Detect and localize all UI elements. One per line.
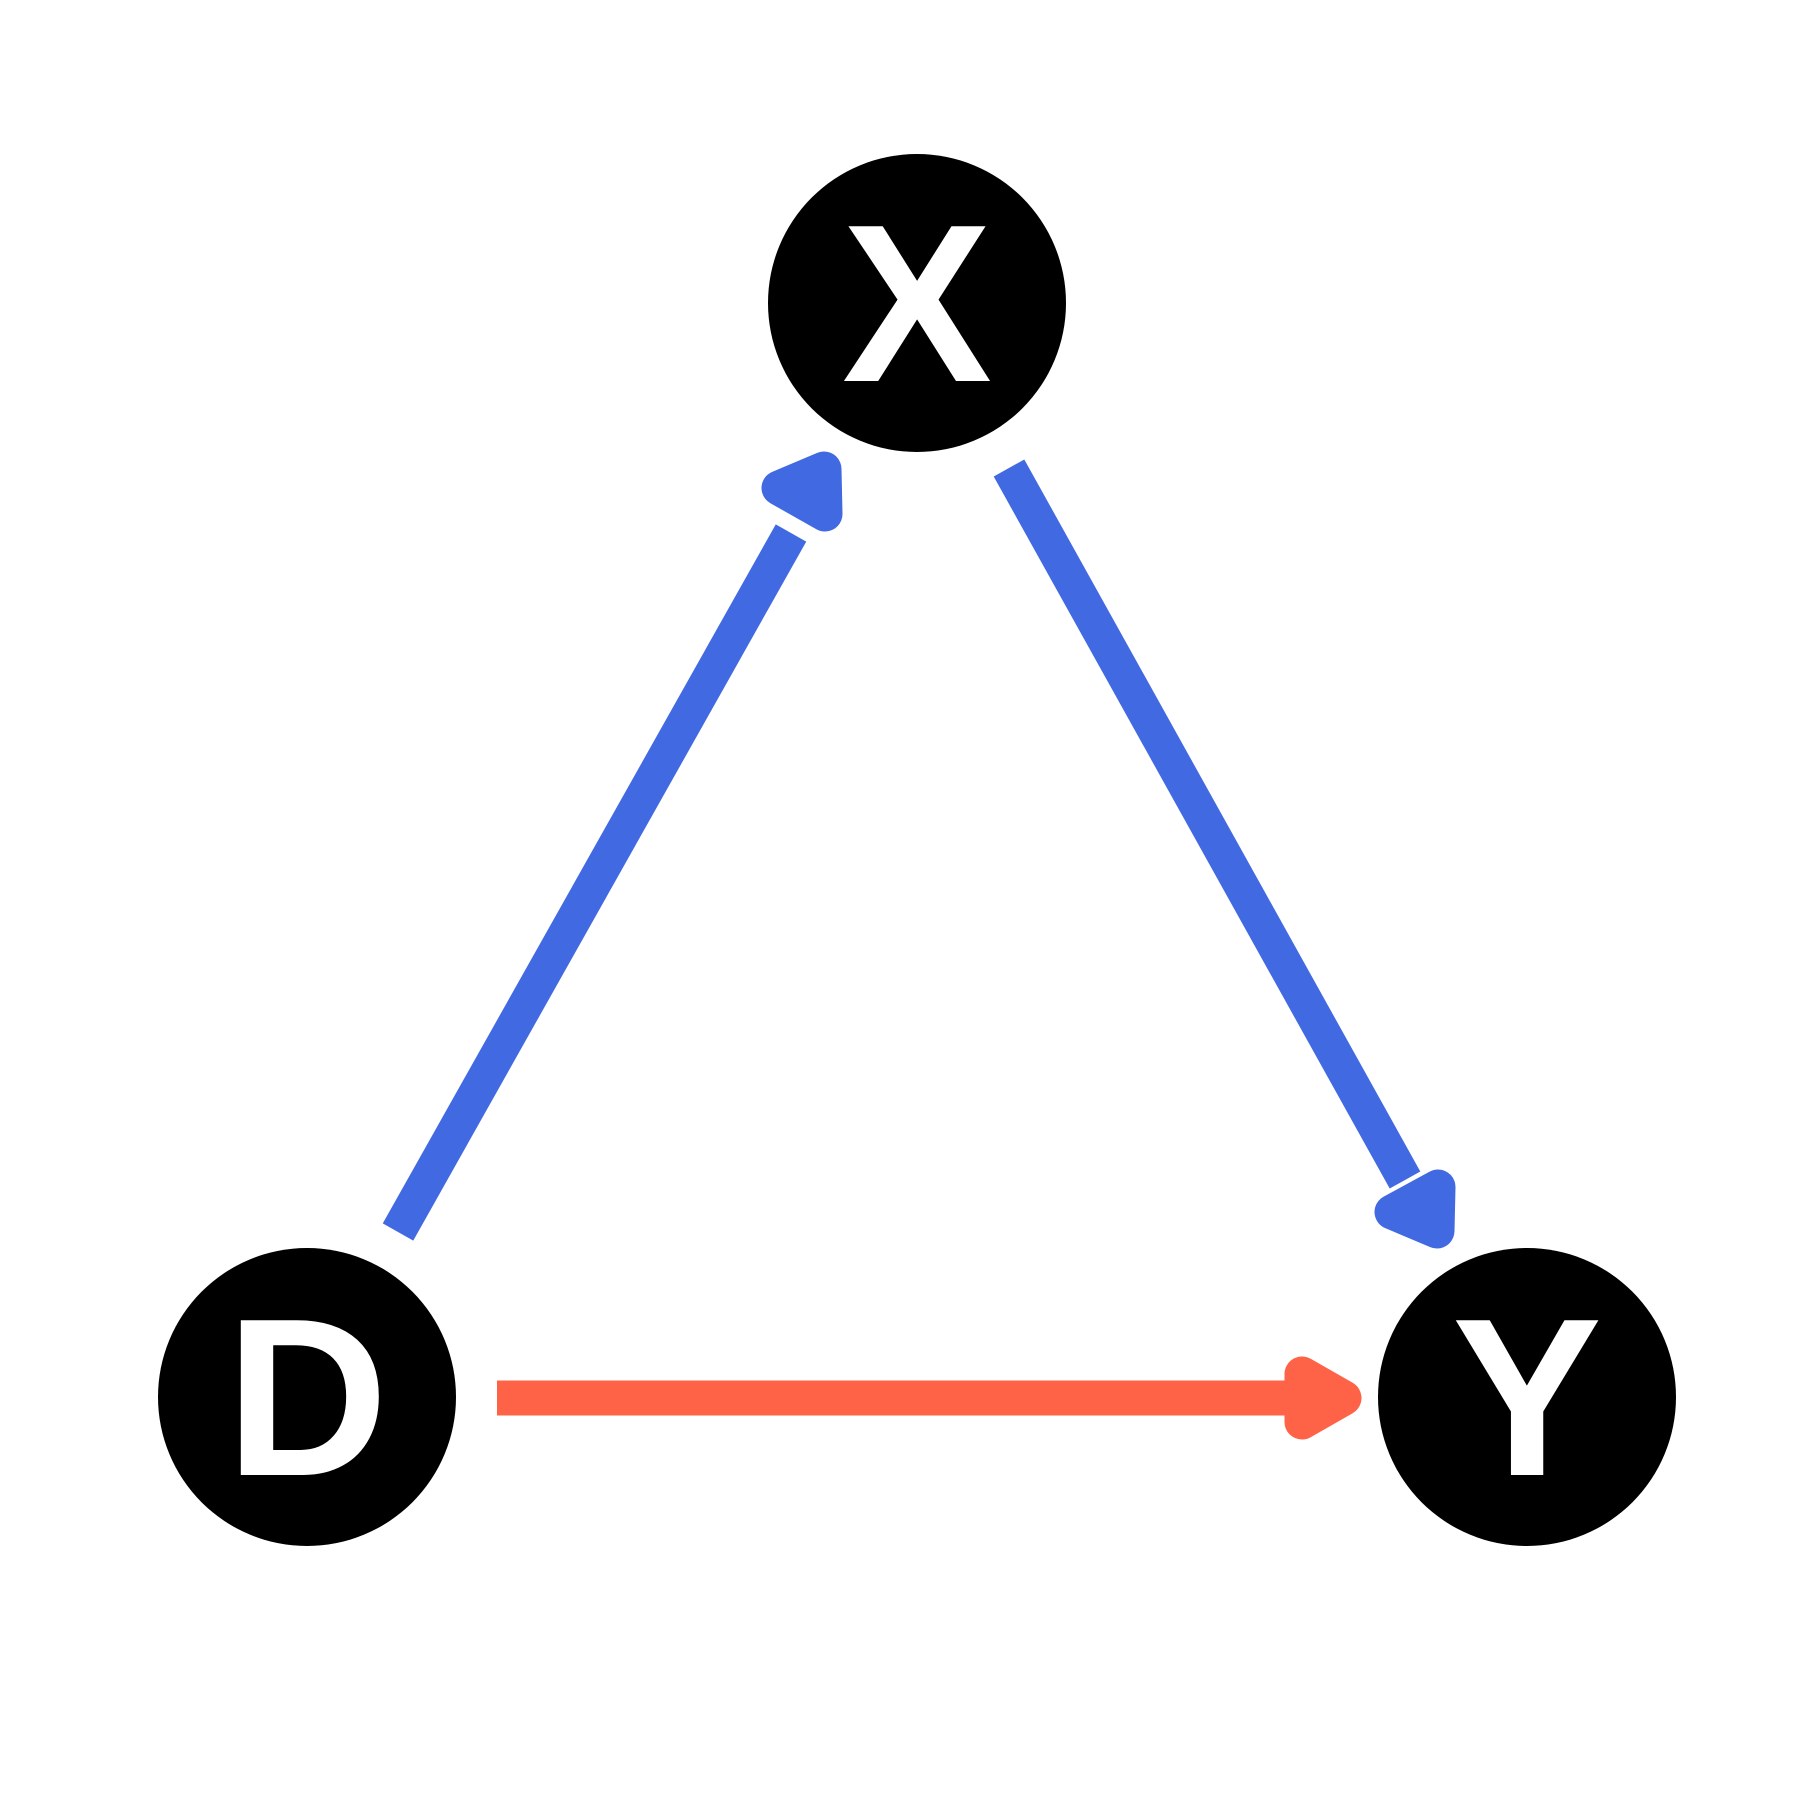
edge-d-to-x-arrowhead <box>761 451 843 532</box>
edge-d-to-y-arrowhead <box>1284 1356 1362 1440</box>
node-d: D <box>158 1248 456 1546</box>
edge-x-to-y-arrowhead <box>1374 1169 1456 1249</box>
nodes: X D Y <box>158 154 1676 1546</box>
node-y-circle <box>1378 1248 1676 1546</box>
edge-x-to-y <box>993 459 1456 1249</box>
node-x: X <box>768 154 1066 452</box>
edge-x-to-y-line <box>993 459 1421 1189</box>
node-d-label: D <box>226 1271 389 1523</box>
node-x-label: X <box>842 177 992 429</box>
edge-d-to-y <box>497 1356 1362 1440</box>
edge-d-to-x-line <box>382 524 807 1241</box>
edges <box>382 451 1456 1440</box>
node-d-circle <box>158 1248 456 1546</box>
edge-d-to-x <box>382 451 843 1241</box>
node-y: Y <box>1378 1248 1676 1546</box>
node-x-circle <box>768 154 1066 452</box>
node-y-label: Y <box>1452 1271 1602 1523</box>
